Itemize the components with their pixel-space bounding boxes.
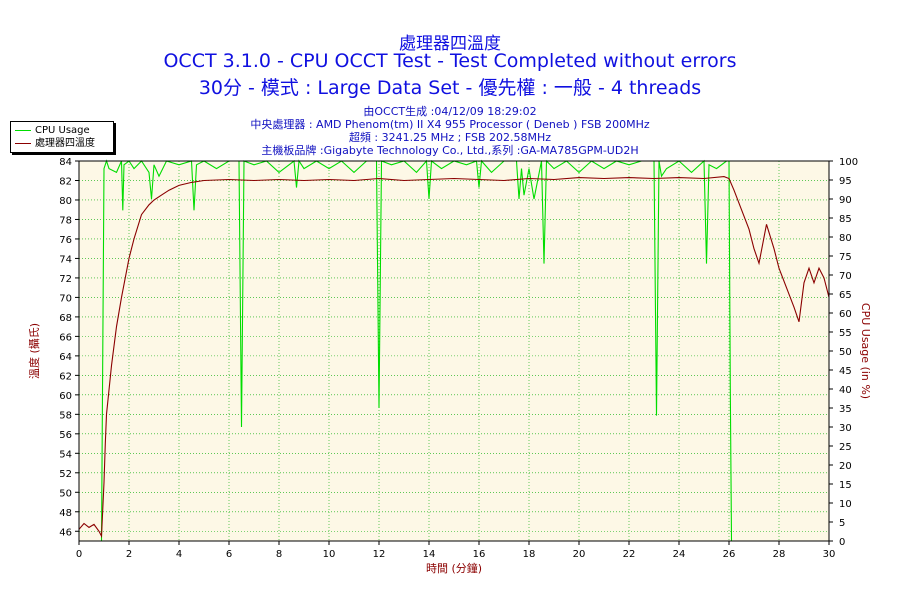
y-right-tick-label: 70: [839, 271, 852, 282]
x-tick-label: 12: [373, 549, 386, 560]
x-tick-label: 16: [473, 549, 486, 560]
y-left-tick-label: 72: [59, 274, 72, 285]
y-right-tick-label: 75: [839, 252, 852, 263]
y-right-tick-label: 20: [839, 461, 852, 472]
y-right-tick-label: 10: [839, 499, 852, 510]
legend-swatch-temp: [15, 142, 31, 144]
y-right-tick-label: 15: [839, 480, 852, 491]
x-axis-label: 時間 (分鐘): [426, 561, 482, 575]
y-right-tick-label: 35: [839, 404, 852, 415]
y-right-tick-label: 90: [839, 195, 852, 206]
x-tick-label: 26: [723, 549, 736, 560]
y-left-tick-label: 54: [59, 449, 72, 460]
y-axis-left-label: 溫度 (攝氏): [27, 323, 41, 379]
x-tick-label: 2: [126, 549, 132, 560]
y-left-tick-label: 76: [59, 235, 72, 246]
y-left-tick-label: 70: [59, 293, 72, 304]
y-left-tick-label: 50: [59, 488, 72, 499]
chart-title: 處理器四溫度: [399, 34, 501, 54]
legend-item-temp: 處理器四溫度: [15, 137, 95, 150]
y-axis-right-label: CPU Usage (in %): [859, 303, 872, 399]
y-right-tick-label: 50: [839, 347, 852, 358]
info-cpu: 中央處理器 : AMD Phenom(tm) II X4 955 Process…: [250, 118, 650, 131]
y-left-tick-label: 46: [59, 527, 72, 538]
y-left-tick-label: 62: [59, 371, 72, 382]
y-left-tick-label: 60: [59, 391, 72, 402]
x-tick-label: 20: [573, 549, 586, 560]
y-left-tick-label: 78: [59, 215, 72, 226]
legend-label-temp: 處理器四溫度: [35, 138, 95, 149]
y-right-tick-label: 95: [839, 176, 852, 187]
y-left-tick-label: 68: [59, 313, 72, 324]
info-frequency: 超頻 : 3241.25 MHz ; FSB 202.58MHz: [348, 131, 552, 144]
chart-subtitle-mode: 30分 - 模式 : Large Data Set - 優先權 : 一般 - 4…: [198, 77, 702, 99]
y-right-tick-label: 55: [839, 328, 852, 339]
y-right-tick-label: 25: [839, 442, 852, 453]
legend-swatch-usage: [15, 129, 31, 131]
y-left-tick-label: 52: [59, 469, 72, 480]
y-right-tick-label: 85: [839, 214, 852, 225]
y-right-tick-label: 30: [839, 423, 852, 434]
y-left-tick-label: 64: [59, 352, 72, 363]
y-right-tick-label: 0: [839, 537, 845, 548]
x-tick-label: 4: [176, 549, 182, 560]
x-tick-label: 10: [323, 549, 336, 560]
info-generated: 由OCCT生成 :04/12/09 18:29:02: [363, 105, 537, 118]
y-left-tick-label: 82: [59, 176, 72, 187]
info-motherboard: 主機板品牌 :Gigabyte Technology Co., Ltd.,系列 …: [261, 144, 639, 157]
y-left-tick-label: 66: [59, 332, 72, 343]
x-tick-label: 28: [773, 549, 786, 560]
y-right-tick-label: 65: [839, 290, 852, 301]
y-left-tick-label: 74: [59, 254, 72, 265]
legend-item-usage: CPU Usage: [15, 124, 90, 137]
chart-subtitle-test: OCCT 3.1.0 - CPU OCCT Test - Test Comple…: [163, 50, 737, 72]
y-right-tick-label: 45: [839, 366, 852, 377]
y-left-tick-label: 48: [59, 508, 72, 519]
x-tick-label: 30: [823, 549, 836, 560]
plot-area: [79, 161, 829, 541]
y-right-tick-label: 40: [839, 385, 852, 396]
y-right-tick-label: 80: [839, 233, 852, 244]
x-tick-label: 18: [523, 549, 536, 560]
x-tick-label: 14: [423, 549, 436, 560]
x-tick-label: 6: [226, 549, 232, 560]
chart-legend: CPU Usage 處理器四溫度: [10, 121, 114, 153]
y-right-tick-label: 5: [839, 518, 845, 529]
y-left-tick-label: 56: [59, 430, 72, 441]
y-left-tick-label: 58: [59, 410, 72, 421]
x-tick-label: 8: [276, 549, 282, 560]
series-line-temperature: [78, 176, 830, 539]
y-left-tick-label: 84: [59, 157, 72, 168]
x-tick-label: 24: [673, 549, 686, 560]
x-tick-label: 22: [623, 549, 636, 560]
x-tick-label: 0: [76, 549, 82, 560]
legend-label-usage: CPU Usage: [35, 125, 90, 136]
y-right-tick-label: 100: [839, 157, 858, 168]
y-left-tick-label: 80: [59, 196, 72, 207]
y-right-tick-label: 60: [839, 309, 852, 320]
